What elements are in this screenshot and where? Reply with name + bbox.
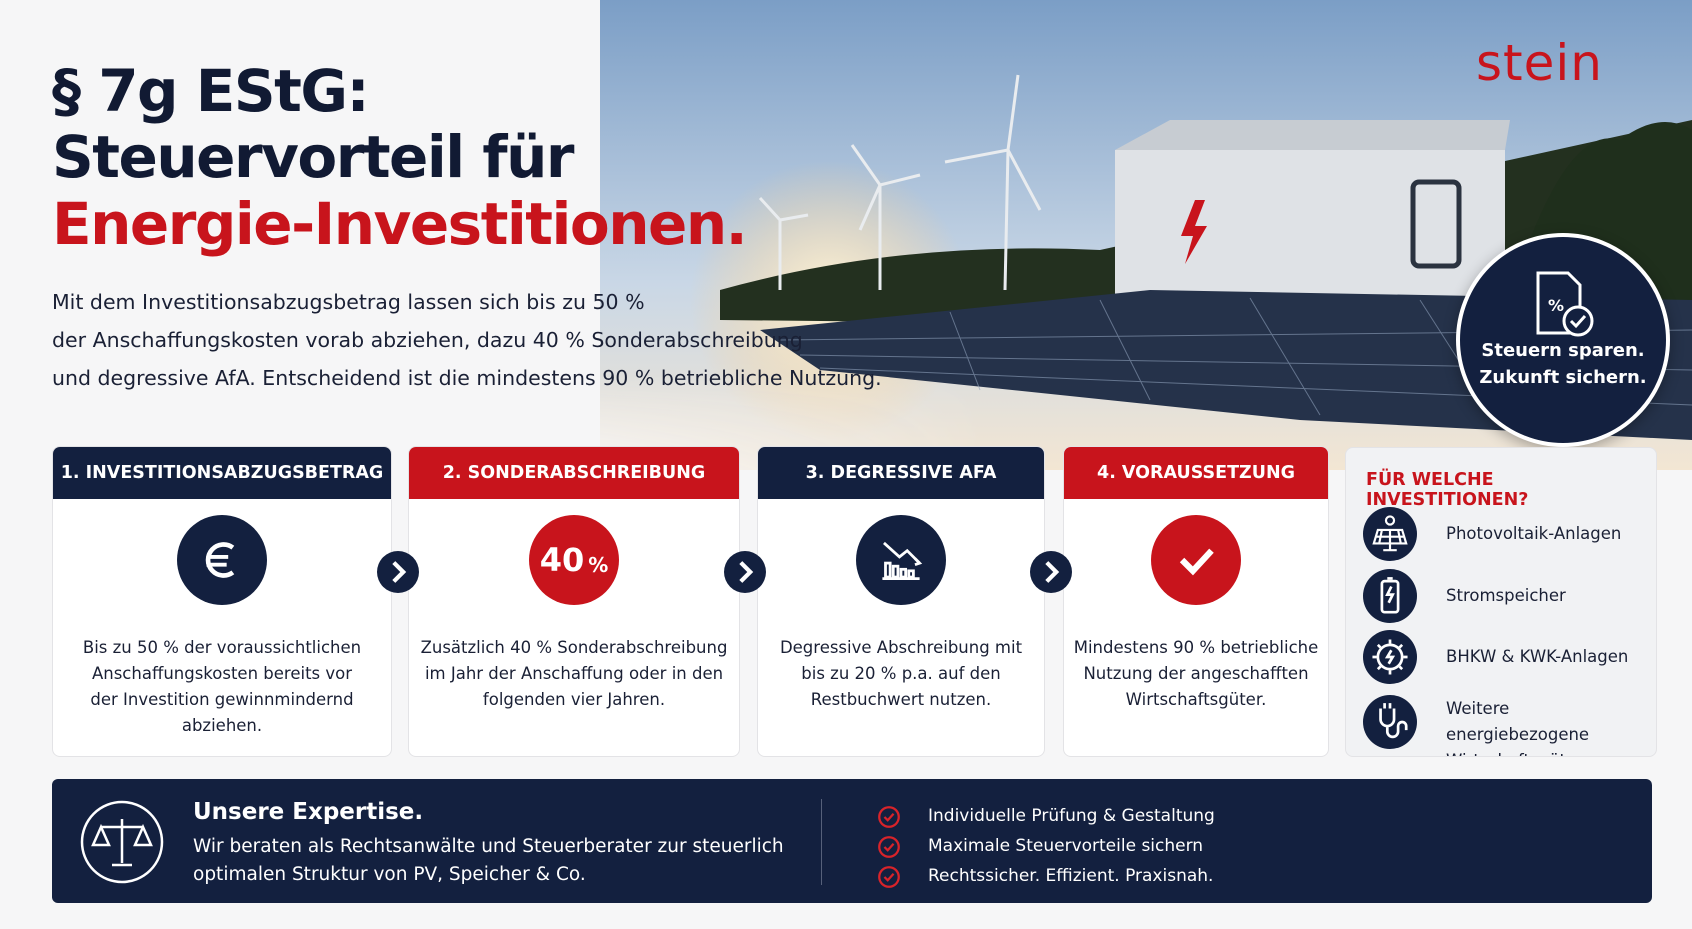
step-icon bbox=[1151, 515, 1241, 605]
step-card: 2. SONDERABSCHREIBUNG 40% Zusätzlich 40 % … bbox=[408, 446, 740, 757]
intro-line: der Anschaffungskosten vorab abziehen, d… bbox=[52, 328, 803, 352]
step-title: 2. SONDERABSCHREIBUNG bbox=[409, 447, 739, 499]
item-icon bbox=[1363, 569, 1417, 623]
step-icon bbox=[856, 515, 946, 605]
icon bbox=[205, 542, 235, 578]
arrow bbox=[1030, 551, 1072, 593]
item-line: Weitere energiebezogene bbox=[1446, 699, 1590, 744]
badge-line: Zukunft sichern. bbox=[1479, 367, 1647, 388]
item-icon bbox=[1363, 695, 1417, 749]
sidebar-title: FÜR WELCHE INVESTITIONEN? bbox=[1366, 470, 1529, 510]
icon bbox=[878, 866, 900, 888]
item-line: Stromspeicher bbox=[1446, 586, 1566, 605]
description-line: Nutzung der angeschafften bbox=[1083, 664, 1309, 683]
badge: % Steuern sparen. Zukunft sichern. bbox=[1456, 233, 1670, 447]
item-label: Stromspeicher bbox=[1446, 583, 1566, 609]
title-line-highlight: Energie-Investitionen. bbox=[52, 190, 748, 258]
step-title: 1. INVESTITIONSABZUGSBETRAG bbox=[53, 447, 391, 499]
footer-line: Wir beraten als Rechtsanwälte und Steuer… bbox=[193, 836, 784, 857]
intro-line: und degressive AfA. Entscheidend ist die… bbox=[52, 366, 882, 390]
item-label: Photovoltaik-Anlagen bbox=[1446, 521, 1621, 547]
step-card: 1. INVESTITIONSABZUGSBETRAG Bis zu 50 % d… bbox=[52, 446, 392, 757]
description-line: Restbuchwert nutzen. bbox=[810, 690, 992, 709]
icon bbox=[878, 836, 900, 858]
footer-text: Wir beraten als Rechtsanwälte und Steuer… bbox=[193, 833, 784, 889]
sidebar: FÜR WELCHE INVESTITIONEN? Photovoltaik-A… bbox=[1345, 447, 1657, 757]
footer-line: optimalen Struktur von PV, Speicher & Co… bbox=[193, 864, 586, 885]
step-description: Mindestens 90 % betriebliche Nutzung der … bbox=[1064, 635, 1328, 713]
icon bbox=[739, 561, 754, 583]
badge-line: Steuern sparen. bbox=[1481, 340, 1645, 361]
item-line: Wirtschaftsgüter bbox=[1446, 748, 1656, 756]
badge-text: Steuern sparen. Zukunft sichern. bbox=[1460, 337, 1666, 391]
step-card: 4. VORAUSSETZUNG Mindestens 90 % betriebl… bbox=[1063, 446, 1329, 757]
step-title: 4. VORAUSSETZUNG bbox=[1064, 447, 1328, 499]
icon bbox=[878, 806, 900, 828]
step-description: Zusätzlich 40 % Sonderabschreibung im Jah… bbox=[409, 635, 739, 713]
description-line: Wirtschaftsgüter. bbox=[1125, 690, 1267, 709]
description-line: der Investition gewinnmindernd bbox=[90, 690, 354, 709]
description-line: Mindestens 90 % betriebliche bbox=[1073, 638, 1319, 657]
arrow bbox=[724, 551, 766, 593]
icon bbox=[392, 561, 407, 583]
step-icon: 40% bbox=[529, 515, 619, 605]
icon bbox=[882, 541, 923, 580]
icon bbox=[1179, 548, 1214, 576]
description-line: Bis zu 50 % der voraussichtlichen bbox=[82, 638, 362, 657]
title-line: § 7g EStG: bbox=[52, 57, 370, 125]
icon-number: 40 bbox=[539, 541, 585, 579]
description-line: Zusätzlich 40 % Sonderabschreibung bbox=[420, 638, 728, 657]
icon-unit: % bbox=[588, 553, 609, 577]
footer-title: Unsere Expertise. bbox=[193, 799, 424, 825]
check-item: Rechtssicher. Effizient. Praxisnah. bbox=[928, 866, 1214, 886]
item-label: BHKW & KWK-Anlagen bbox=[1446, 644, 1628, 670]
item-line: Photovoltaik-Anlagen bbox=[1446, 524, 1622, 543]
footer: Unsere Expertise. Wir beraten als Rechts… bbox=[52, 779, 1652, 903]
step-title: 3. DEGRESSIVE AFA bbox=[758, 447, 1044, 499]
badge-icon: % bbox=[1536, 271, 1594, 337]
description-line: im Jahr der Anschaffung oder in den bbox=[424, 664, 724, 683]
description-line: Degressive Abschreibung mit bbox=[779, 638, 1023, 657]
item-label: Weitere energiebezogene Wirtschaftsgüter bbox=[1446, 696, 1656, 756]
description-line: Anschaffungskosten bereits vor bbox=[91, 664, 353, 683]
description-line: abziehen. bbox=[181, 716, 263, 735]
item-line: BHKW & KWK-Anlagen bbox=[1446, 647, 1629, 666]
title-line: Steuervorteil für bbox=[52, 123, 574, 191]
step-description: Degressive Abschreibung mit bis zu 20 % p… bbox=[758, 635, 1044, 713]
check-icon bbox=[876, 864, 902, 894]
step-card: 3. DEGRESSIVE AFA Degressive Abschreibung… bbox=[757, 446, 1045, 757]
description-line: folgenden vier Jahren. bbox=[482, 690, 666, 709]
check-icon bbox=[876, 834, 902, 864]
intro-line: Mit dem Investitionsabzugsbetrag lassen … bbox=[52, 290, 645, 314]
check-item: Maximale Steuervorteile sichern bbox=[928, 836, 1204, 856]
icon bbox=[1380, 577, 1400, 614]
check-item: Individuelle Prüfung & Gestaltung bbox=[928, 806, 1215, 826]
step-icon bbox=[177, 515, 267, 605]
divider bbox=[821, 799, 822, 885]
scales-icon bbox=[80, 800, 164, 884]
description-line: bis zu 20 % p.a. auf den bbox=[801, 664, 1001, 683]
icon bbox=[1379, 703, 1408, 739]
icon bbox=[1372, 639, 1408, 675]
icon bbox=[1372, 515, 1408, 552]
check-icon bbox=[876, 804, 902, 834]
svg-text:%: % bbox=[1548, 296, 1564, 315]
item-icon bbox=[1363, 630, 1417, 684]
step-description: Bis zu 50 % der voraussichtlichen Anschaf… bbox=[53, 635, 391, 739]
icon bbox=[1045, 561, 1060, 583]
arrow bbox=[377, 551, 419, 593]
logo: stein bbox=[1476, 34, 1603, 92]
item-icon bbox=[1363, 507, 1417, 561]
